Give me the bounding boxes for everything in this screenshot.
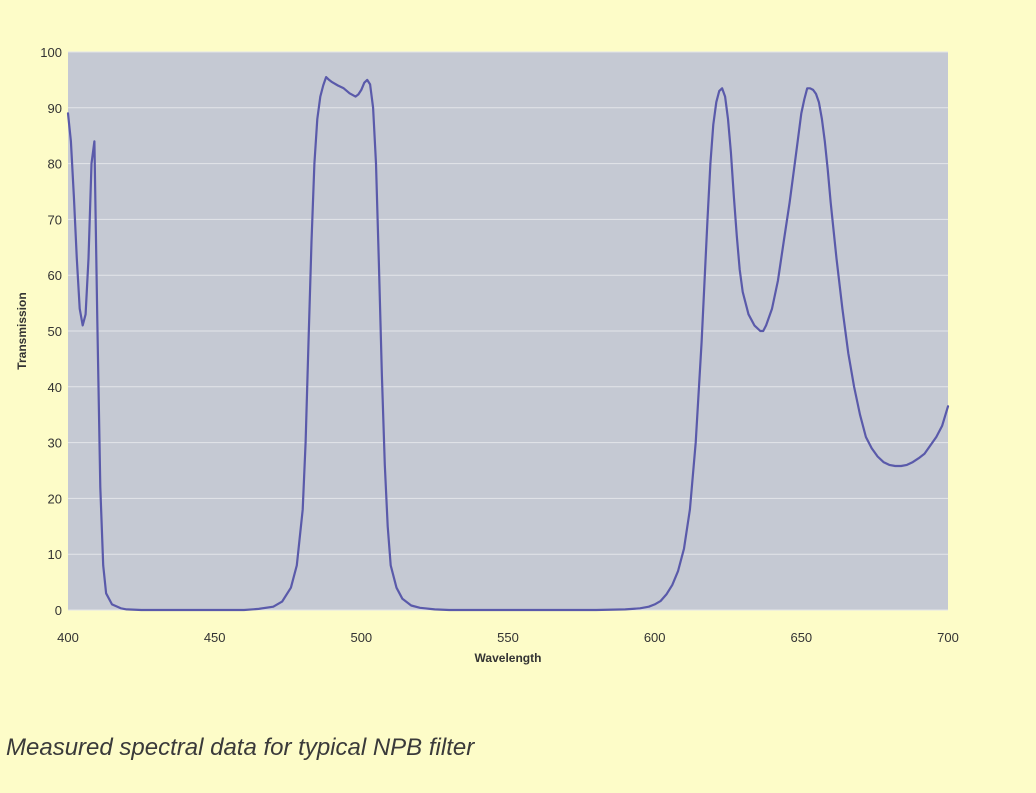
y-axis-ticks: 0 10 20 30 40 50 60 70 80 90 100 bbox=[40, 45, 62, 618]
x-axis-ticks: 400 450 500 550 600 650 700 bbox=[57, 630, 959, 645]
x-tick-label: 700 bbox=[937, 630, 959, 645]
x-tick-label: 400 bbox=[57, 630, 79, 645]
x-axis-title: Wavelength bbox=[475, 651, 542, 665]
y-tick-label: 100 bbox=[40, 45, 62, 60]
x-tick-label: 650 bbox=[790, 630, 812, 645]
gridlines bbox=[68, 51, 948, 611]
x-tick-label: 450 bbox=[204, 630, 226, 645]
y-tick-label: 50 bbox=[48, 324, 62, 339]
y-tick-label: 20 bbox=[48, 491, 62, 506]
y-tick-label: 70 bbox=[48, 212, 62, 227]
y-axis-title: Transmission bbox=[15, 292, 29, 369]
y-tick-label: 80 bbox=[48, 157, 62, 172]
y-tick-label: 90 bbox=[48, 101, 62, 116]
y-tick-label: 10 bbox=[48, 547, 62, 562]
x-tick-label: 550 bbox=[497, 630, 519, 645]
y-tick-label: 60 bbox=[48, 268, 62, 283]
spectral-chart: 0 10 20 30 40 50 60 70 80 90 100 400 450 500 550 600 65… bbox=[15, 45, 959, 665]
y-tick-label: 30 bbox=[48, 436, 62, 451]
figure-caption: Measured spectral data for typical NPB f… bbox=[6, 734, 475, 761]
transmission-curve bbox=[66, 76, 950, 612]
x-tick-label: 500 bbox=[350, 630, 372, 645]
y-tick-label: 0 bbox=[55, 603, 62, 618]
y-tick-label: 40 bbox=[48, 380, 62, 395]
x-tick-label: 600 bbox=[644, 630, 666, 645]
